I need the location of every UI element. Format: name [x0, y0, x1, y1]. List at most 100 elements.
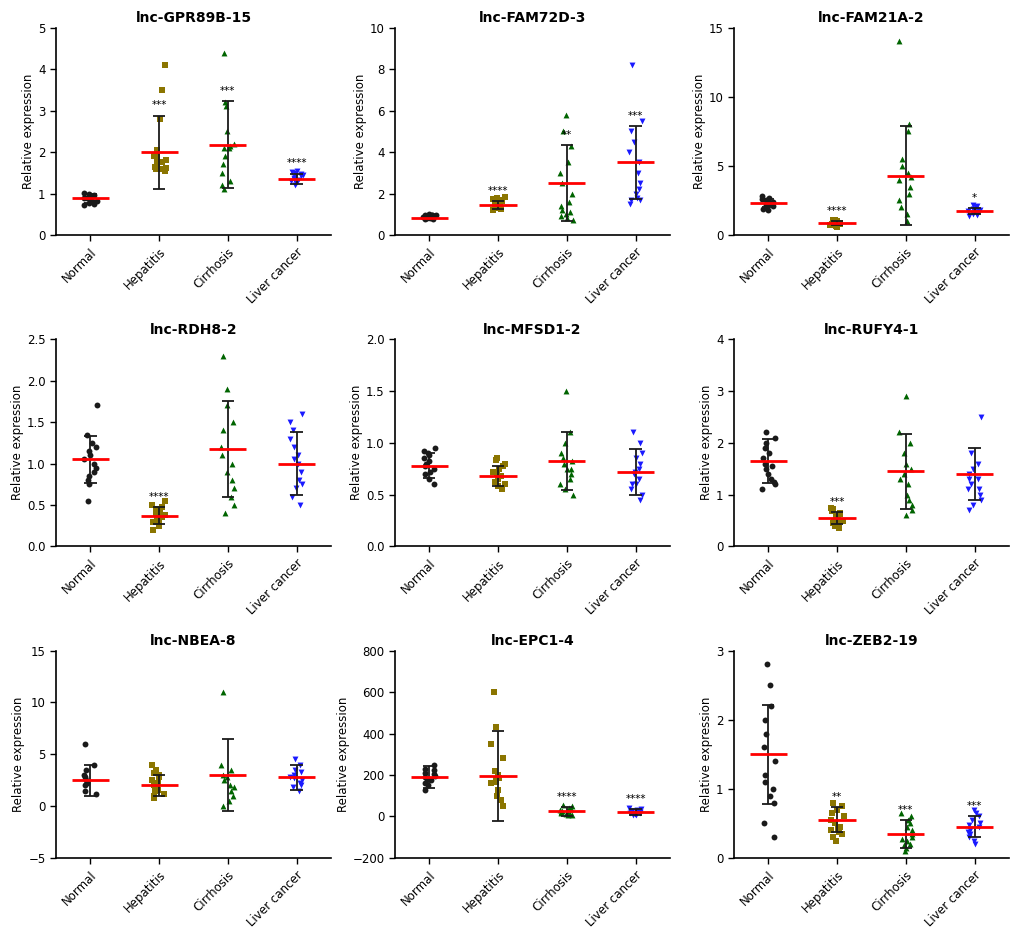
- Point: [424, 208, 440, 223]
- Point: [830, 505, 847, 520]
- Text: ***: ***: [966, 801, 981, 811]
- Point: [419, 210, 435, 225]
- Point: [828, 213, 845, 228]
- Point: [223, 762, 239, 777]
- Point: [760, 195, 776, 210]
- Point: [81, 186, 97, 201]
- Point: [754, 201, 770, 216]
- Point: [490, 462, 506, 477]
- Point: [961, 822, 977, 838]
- Point: [553, 176, 570, 191]
- Text: ****: ****: [826, 206, 847, 216]
- Point: [149, 512, 165, 527]
- Point: [146, 789, 162, 804]
- Point: [631, 456, 647, 471]
- Point: [492, 792, 508, 807]
- Point: [486, 195, 502, 210]
- Point: [622, 806, 638, 821]
- Point: [88, 786, 104, 801]
- Point: [416, 451, 432, 466]
- Point: [756, 767, 772, 782]
- Point: [553, 202, 570, 217]
- Point: [86, 464, 102, 479]
- Point: [285, 439, 302, 454]
- Point: [895, 466, 911, 481]
- Point: [823, 806, 840, 821]
- Point: [753, 192, 769, 207]
- Point: [151, 111, 167, 126]
- Point: [633, 802, 649, 817]
- Point: [903, 826, 919, 841]
- Point: [828, 802, 845, 817]
- Point: [292, 778, 309, 793]
- Point: [627, 477, 643, 492]
- Point: [147, 159, 163, 174]
- Point: [766, 431, 783, 446]
- Point: [830, 507, 847, 522]
- Text: ****: ****: [149, 493, 169, 502]
- Point: [621, 801, 637, 816]
- Point: [825, 215, 842, 230]
- Point: [822, 500, 839, 515]
- Point: [286, 165, 303, 180]
- Point: [148, 161, 164, 176]
- Point: [486, 763, 502, 778]
- Point: [75, 452, 92, 467]
- Point: [827, 218, 844, 233]
- Point: [291, 497, 308, 512]
- Point: [758, 198, 774, 213]
- Y-axis label: Relative expression: Relative expression: [11, 385, 24, 500]
- Point: [753, 189, 769, 204]
- Point: [488, 451, 504, 466]
- Title: lnc-GPR89B-15: lnc-GPR89B-15: [136, 11, 252, 25]
- Point: [150, 776, 166, 791]
- Point: [558, 211, 575, 226]
- Point: [485, 684, 501, 699]
- Point: [157, 508, 173, 523]
- Point: [556, 482, 573, 497]
- Point: [552, 209, 569, 224]
- Point: [964, 197, 980, 212]
- Point: [416, 212, 432, 227]
- Point: [151, 518, 167, 533]
- Point: [765, 474, 782, 489]
- Point: [554, 124, 571, 139]
- Point: [89, 398, 105, 413]
- Point: [558, 462, 575, 477]
- Point: [213, 178, 229, 193]
- Point: [158, 161, 174, 176]
- Point: [899, 487, 915, 502]
- Point: [150, 767, 166, 782]
- Point: [148, 150, 164, 165]
- Point: [631, 176, 647, 191]
- Point: [759, 202, 775, 217]
- Point: [760, 190, 776, 205]
- Point: [967, 806, 983, 821]
- Point: [417, 207, 433, 222]
- Point: [890, 34, 906, 49]
- Point: [492, 196, 508, 212]
- Point: [222, 138, 238, 153]
- Point: [903, 830, 919, 845]
- Point: [420, 447, 436, 462]
- Point: [971, 816, 987, 831]
- Point: [960, 830, 976, 845]
- Point: [965, 802, 981, 817]
- Point: [627, 807, 643, 822]
- Point: [154, 83, 170, 98]
- Point: [968, 205, 984, 220]
- Point: [152, 504, 168, 519]
- Point: [963, 812, 979, 827]
- Point: [823, 516, 840, 531]
- Point: [225, 789, 242, 804]
- Point: [148, 502, 164, 517]
- Point: [552, 806, 569, 821]
- Point: [900, 117, 916, 132]
- Point: [826, 816, 843, 831]
- Point: [422, 464, 438, 479]
- Point: [827, 833, 844, 848]
- Point: [827, 219, 844, 234]
- Point: [149, 145, 165, 160]
- Point: [216, 181, 232, 196]
- Point: [899, 477, 915, 492]
